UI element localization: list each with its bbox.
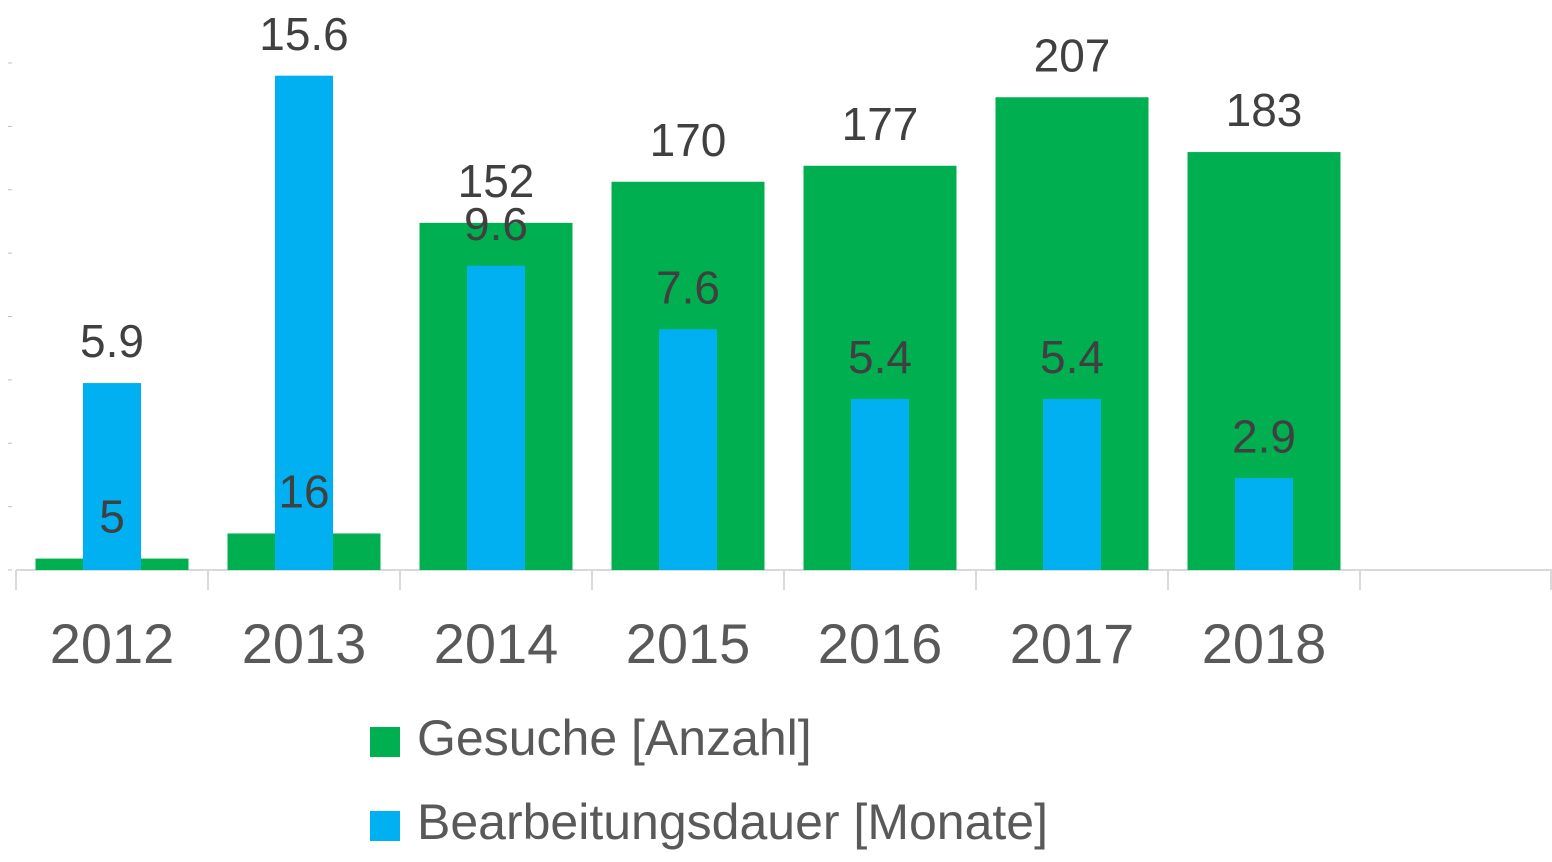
data-label: 5.4: [848, 331, 912, 383]
data-label: 152: [458, 155, 535, 207]
data-label: 5: [99, 491, 125, 543]
data-label: 207: [1034, 29, 1111, 81]
data-label: 16: [278, 466, 329, 518]
bar: [1043, 398, 1101, 570]
bar: [851, 398, 909, 570]
bar: [83, 383, 141, 570]
legend-swatch: [370, 727, 400, 757]
legend-swatch: [370, 811, 400, 841]
x-tick-label: 2016: [818, 612, 943, 675]
data-label: 5.9: [80, 315, 144, 367]
bar: [659, 329, 717, 570]
x-tick-label: 2015: [626, 612, 751, 675]
data-label: 9.6: [464, 198, 528, 250]
legend-label: Gesuche [Anzahl]: [417, 710, 812, 766]
data-label: 2.9: [1232, 410, 1296, 462]
data-label: 15.6: [259, 8, 349, 60]
legend-label: Bearbeitungsdauer [Monate]: [417, 794, 1048, 850]
data-label: 183: [1226, 84, 1303, 136]
bar: [467, 265, 525, 570]
bar: [275, 75, 333, 571]
bar: [1235, 478, 1293, 570]
data-label: 177: [842, 98, 919, 150]
data-label: 5.4: [1040, 331, 1104, 383]
x-tick-label: 2014: [434, 612, 559, 675]
x-tick-label: 2017: [1010, 612, 1135, 675]
x-tick-label: 2013: [242, 612, 367, 675]
data-label: 170: [650, 114, 727, 166]
x-tick-label: 2012: [50, 612, 175, 675]
x-tick-label: 2018: [1202, 612, 1327, 675]
data-label: 7.6: [656, 261, 720, 313]
